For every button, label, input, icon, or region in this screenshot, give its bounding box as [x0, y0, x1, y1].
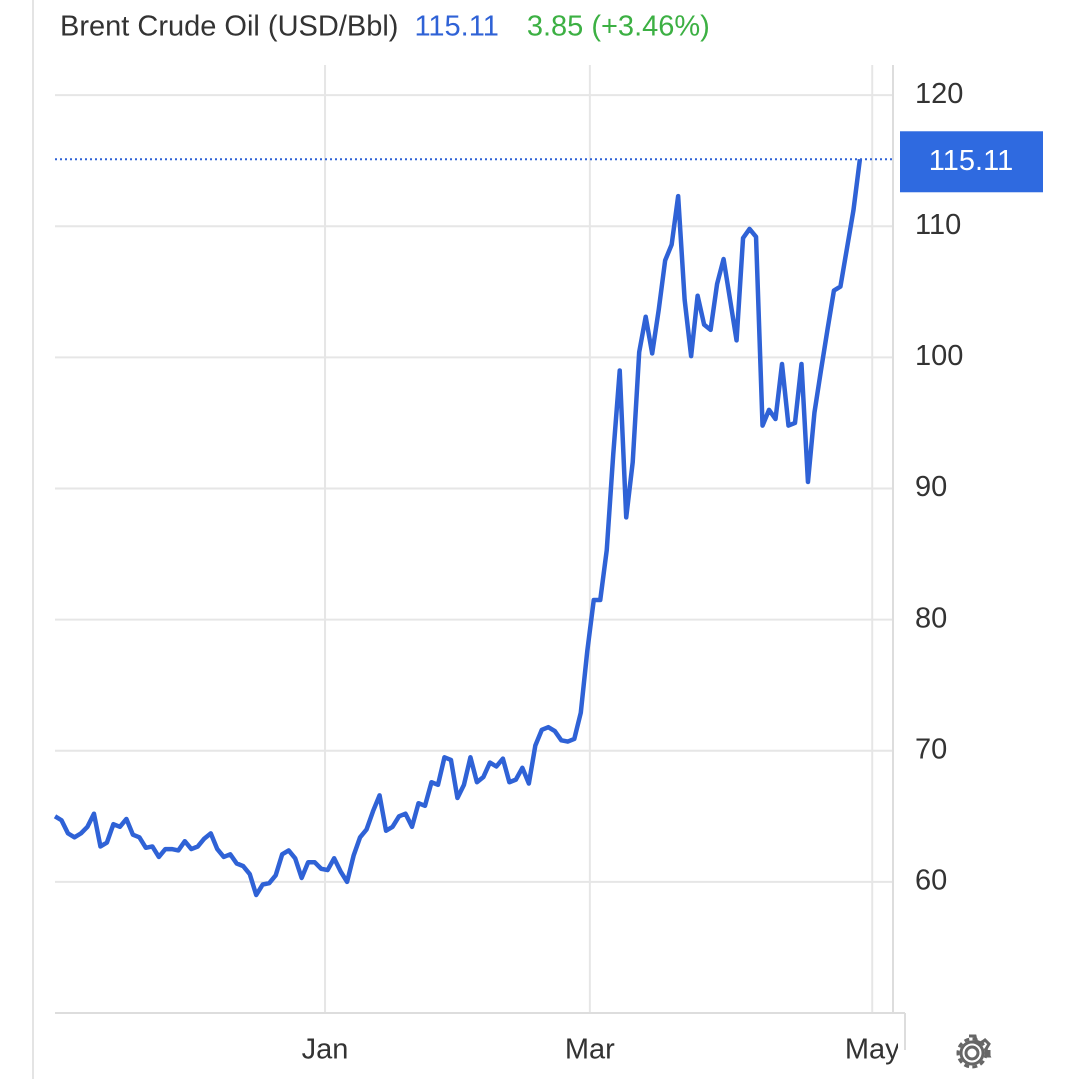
settings-icon[interactable]	[956, 1034, 992, 1069]
grid	[55, 65, 893, 1013]
x-tick-label: Mar	[565, 1034, 615, 1066]
y-tick-label: 110	[915, 209, 961, 241]
last-value-label: 115.11	[929, 145, 1013, 177]
y-tick-label: 90	[915, 471, 947, 503]
price-line	[53, 158, 863, 898]
last-value-box	[900, 131, 1043, 193]
price: 115.11	[414, 11, 498, 43]
x-tick-label: Jan	[302, 1034, 349, 1066]
y-tick-label: 120	[915, 78, 963, 110]
plot	[53, 158, 893, 898]
price-change: 3.85 (+3.46%)	[527, 11, 710, 43]
y-tick-label: 80	[915, 602, 947, 634]
y-tick-label: 100	[915, 340, 963, 372]
chart-title: Brent Crude Oil (USD/Bbl)	[60, 11, 398, 43]
y-tick-label: 60	[915, 865, 947, 897]
y-tick-label: 70	[915, 733, 947, 765]
x-tick-label: May	[845, 1034, 900, 1066]
